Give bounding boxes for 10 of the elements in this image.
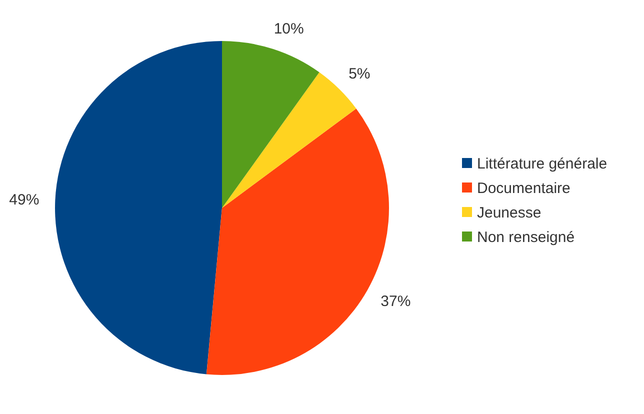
pie-slice: [222, 41, 320, 208]
legend-label: Littérature générale: [477, 155, 608, 172]
legend-label: Non renseigné: [477, 228, 575, 246]
legend-label: Jeunesse: [477, 204, 542, 222]
data-label: 49%: [9, 191, 40, 208]
pie-slice: [55, 41, 222, 374]
legend-label: Documentaire: [477, 180, 570, 197]
data-label: 10%: [274, 20, 304, 38]
data-label: 5%: [348, 66, 370, 83]
data-label: 37%: [380, 293, 411, 310]
